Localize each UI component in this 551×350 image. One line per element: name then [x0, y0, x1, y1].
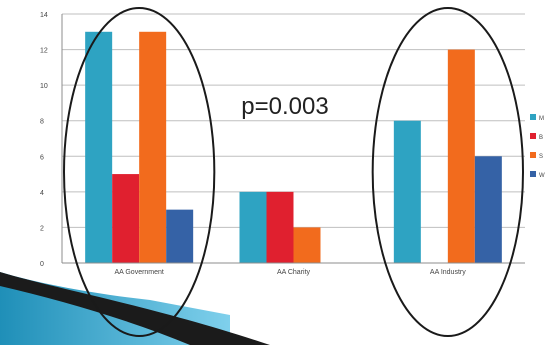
bar [166, 209, 194, 263]
bar [266, 191, 294, 263]
bar [85, 31, 113, 263]
bar [393, 120, 421, 263]
highlight-ellipses [63, 7, 525, 337]
legend-swatch [530, 133, 536, 139]
x-category-label: AA Government [114, 269, 163, 276]
legend-label: S [539, 154, 543, 160]
slide-decoration [0, 272, 270, 345]
bar [112, 174, 140, 263]
legend-swatch [530, 114, 536, 120]
y-tick-label: 8 [40, 119, 44, 126]
highlight-ellipse [371, 7, 525, 337]
bar [293, 227, 321, 263]
y-tick-label: 12 [40, 48, 48, 55]
legend-label: B [539, 135, 543, 141]
legend: M B S W [530, 114, 545, 179]
y-tick-label: 14 [40, 12, 48, 19]
x-category-label: AA Charity [277, 269, 311, 276]
y-tick-label: 0 [40, 261, 44, 268]
highlight-ellipse [63, 7, 216, 337]
p-value-annotation: p=0.003 [241, 93, 328, 120]
legend-swatch [530, 152, 536, 158]
legend-label: W [539, 173, 545, 179]
bar [474, 156, 502, 263]
bar [139, 31, 167, 263]
axes [61, 14, 525, 264]
y-tick-label: 10 [40, 83, 48, 90]
legend-label: M [539, 116, 544, 122]
labels: 0 2 4 6 8 10 12 14 AA Government AA Charity AA Ind… [40, 12, 466, 276]
dark-swoosh-decoration [0, 272, 270, 345]
x-category-label: AA Industry [430, 269, 466, 276]
y-tick-label: 6 [40, 154, 44, 161]
y-tick-label: 2 [40, 225, 44, 232]
bar [447, 49, 475, 264]
y-tick-label: 4 [40, 190, 44, 197]
legend-swatch [530, 171, 536, 177]
bar [239, 191, 267, 263]
bars [85, 31, 502, 264]
